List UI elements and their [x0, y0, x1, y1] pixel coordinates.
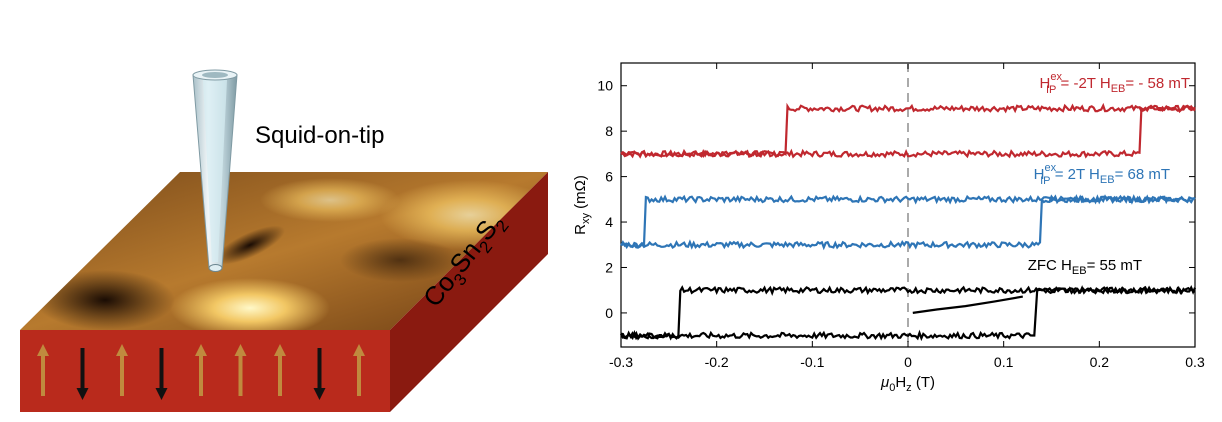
magnetic-moment-arrow-up — [353, 344, 365, 396]
magnetic-moment-arrow-up — [116, 344, 128, 396]
magnetic-moment-arrow-up — [195, 344, 207, 396]
series-blue-annotation: Hex IP = 2T HEB= 68 mT — [1034, 162, 1170, 187]
x-tick-label: -0.3 — [609, 354, 633, 370]
series-black-sweep-down — [620, 284, 1197, 341]
series-blue-sweep-down — [620, 194, 1196, 249]
y-axis-label: Rxy (mΩ) — [572, 175, 592, 235]
series-black-annotation: ZFC HEB= 55 mT — [1028, 257, 1142, 277]
y-tick-label: 2 — [605, 259, 613, 275]
magnetic-moment-arrow-up — [234, 344, 247, 396]
x-axis-label: μ0Hz (T) — [880, 374, 935, 394]
magnetic-moment-arrow-down — [155, 348, 168, 400]
hysteresis-chart: -0.3 -0.2 -0.1 0 0.1 0.2 0.3 0 2 4 6 8 10 Hex IP = -… — [572, 62, 1205, 394]
surface-bright-spot — [170, 278, 330, 330]
y-tick-label: 6 — [605, 169, 613, 185]
series-black-virgin-curve — [912, 295, 1023, 314]
series-red-loop — [620, 102, 1196, 159]
x-tick-label: 0 — [904, 354, 912, 370]
slab-side-face — [390, 172, 548, 412]
series-blue-sweep-up — [620, 194, 1196, 251]
y-tick-label: 0 — [605, 305, 613, 321]
x-tick-label: 0.2 — [1090, 354, 1110, 370]
surface-dark-streak — [215, 225, 285, 265]
series-red-annotation: Hex IP = -2T HEB= - 58 mT — [1040, 71, 1191, 96]
surface-bright-patch — [260, 178, 400, 222]
series-red-sweep-down — [620, 102, 1196, 159]
magnetic-moment-arrow-up — [37, 344, 49, 396]
x-tick-label: 0.3 — [1185, 354, 1205, 370]
magnetic-moment-arrow-down — [76, 348, 89, 400]
magnetic-moment-arrow-up — [274, 344, 286, 396]
x-tick-label: 0.1 — [994, 354, 1014, 370]
surface-dark-region — [340, 238, 460, 282]
y-tick-label: 4 — [605, 214, 613, 230]
x-tick-label: -0.1 — [800, 354, 824, 370]
y-tick-label: 10 — [597, 78, 613, 94]
series-blue-loop — [620, 194, 1196, 251]
slab-front-face — [20, 330, 390, 412]
x-tick-label: -0.2 — [705, 354, 729, 370]
surface-dark-spot — [35, 270, 175, 330]
magnetic-moment-arrow-down — [313, 348, 326, 400]
sample-slab-illustration: Co3Sn2S2 — [20, 172, 548, 412]
probe-label: Squid-on-tip — [255, 122, 384, 149]
squid-tip-probe — [192, 69, 238, 272]
series-black-loop — [620, 284, 1197, 342]
y-tick-label: 8 — [605, 123, 613, 139]
